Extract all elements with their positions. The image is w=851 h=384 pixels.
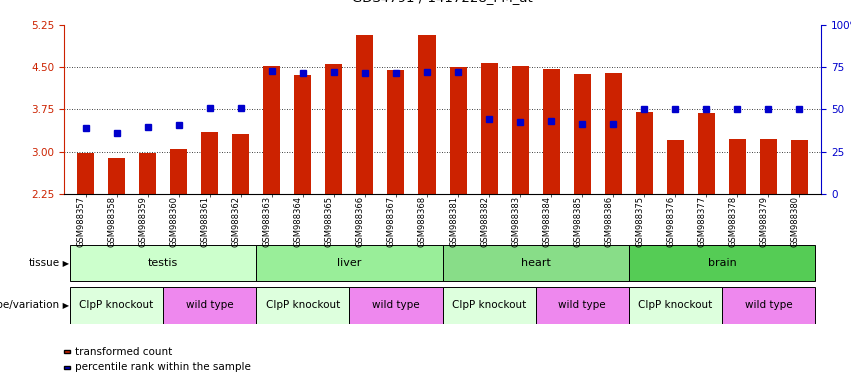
Text: genotype/variation: genotype/variation	[0, 300, 60, 310]
Text: percentile rank within the sample: percentile rank within the sample	[75, 362, 250, 372]
Text: ClpP knockout: ClpP knockout	[638, 300, 712, 310]
Text: brain: brain	[707, 258, 736, 268]
Text: GSM988378: GSM988378	[728, 196, 738, 247]
Bar	[232, 134, 249, 194]
Bar	[201, 132, 218, 194]
Text: GSM988368: GSM988368	[418, 196, 427, 247]
Bar	[629, 245, 815, 281]
Text: ▶: ▶	[60, 301, 70, 310]
Bar	[511, 66, 528, 194]
Bar	[139, 153, 157, 194]
Bar	[636, 112, 653, 194]
Bar	[263, 66, 280, 194]
Text: GSM988363: GSM988363	[263, 196, 271, 247]
Bar	[728, 139, 746, 194]
Bar	[481, 63, 498, 194]
Text: GSM988364: GSM988364	[294, 196, 303, 247]
Text: wild type: wild type	[558, 300, 606, 310]
Bar	[698, 113, 715, 194]
Bar	[325, 64, 342, 194]
Text: ClpP knockout: ClpP knockout	[452, 300, 526, 310]
Text: wild type: wild type	[745, 300, 792, 310]
Text: GSM988358: GSM988358	[107, 196, 117, 247]
Text: GSM988365: GSM988365	[325, 196, 334, 247]
Bar	[170, 149, 187, 194]
Text: GSM988357: GSM988357	[77, 196, 86, 247]
Text: GSM988386: GSM988386	[604, 196, 614, 247]
Text: transformed count: transformed count	[75, 347, 172, 357]
Bar	[108, 159, 125, 194]
Text: GSM988367: GSM988367	[387, 196, 396, 247]
Bar	[163, 287, 256, 324]
Text: GSM988366: GSM988366	[356, 196, 365, 247]
Bar	[350, 287, 443, 324]
Bar	[443, 287, 535, 324]
Text: GDS4791 / 1417228_PM_at: GDS4791 / 1417228_PM_at	[352, 0, 533, 4]
Text: GSM988384: GSM988384	[542, 196, 551, 247]
Bar	[605, 73, 622, 194]
Text: tissue: tissue	[28, 258, 60, 268]
Text: GSM988385: GSM988385	[574, 196, 582, 247]
Text: GSM988380: GSM988380	[791, 196, 799, 247]
Text: GSM988360: GSM988360	[169, 196, 179, 247]
Bar	[256, 287, 350, 324]
Bar	[535, 287, 629, 324]
Text: GSM988376: GSM988376	[666, 196, 676, 247]
Text: GSM988382: GSM988382	[480, 196, 489, 247]
Text: wild type: wild type	[186, 300, 233, 310]
Bar	[70, 287, 163, 324]
Text: ClpP knockout: ClpP knockout	[79, 300, 154, 310]
Text: GSM988362: GSM988362	[231, 196, 241, 247]
Bar	[294, 74, 311, 194]
Text: GSM988383: GSM988383	[511, 196, 520, 247]
Text: GSM988359: GSM988359	[139, 196, 147, 247]
Bar	[357, 35, 374, 194]
Text: GSM988379: GSM988379	[759, 196, 768, 247]
Text: GSM988377: GSM988377	[697, 196, 706, 247]
Bar	[629, 287, 722, 324]
Text: testis: testis	[148, 258, 178, 268]
Text: GSM988361: GSM988361	[201, 196, 209, 247]
Bar	[543, 69, 560, 194]
Text: GSM988375: GSM988375	[636, 196, 644, 247]
Bar	[443, 245, 629, 281]
Bar	[667, 141, 684, 194]
Text: ▶: ▶	[60, 258, 70, 268]
Text: liver: liver	[337, 258, 362, 268]
Text: heart: heart	[521, 258, 551, 268]
Bar	[387, 70, 404, 194]
Text: ClpP knockout: ClpP knockout	[266, 300, 340, 310]
Bar	[722, 287, 815, 324]
Bar	[256, 245, 443, 281]
Bar	[419, 35, 436, 194]
Bar	[760, 139, 777, 194]
Text: GSM988381: GSM988381	[449, 196, 458, 247]
Bar	[77, 153, 94, 194]
Bar	[449, 67, 466, 194]
Text: wild type: wild type	[372, 300, 420, 310]
Bar	[791, 141, 808, 194]
Bar	[70, 245, 256, 281]
Bar	[574, 74, 591, 194]
